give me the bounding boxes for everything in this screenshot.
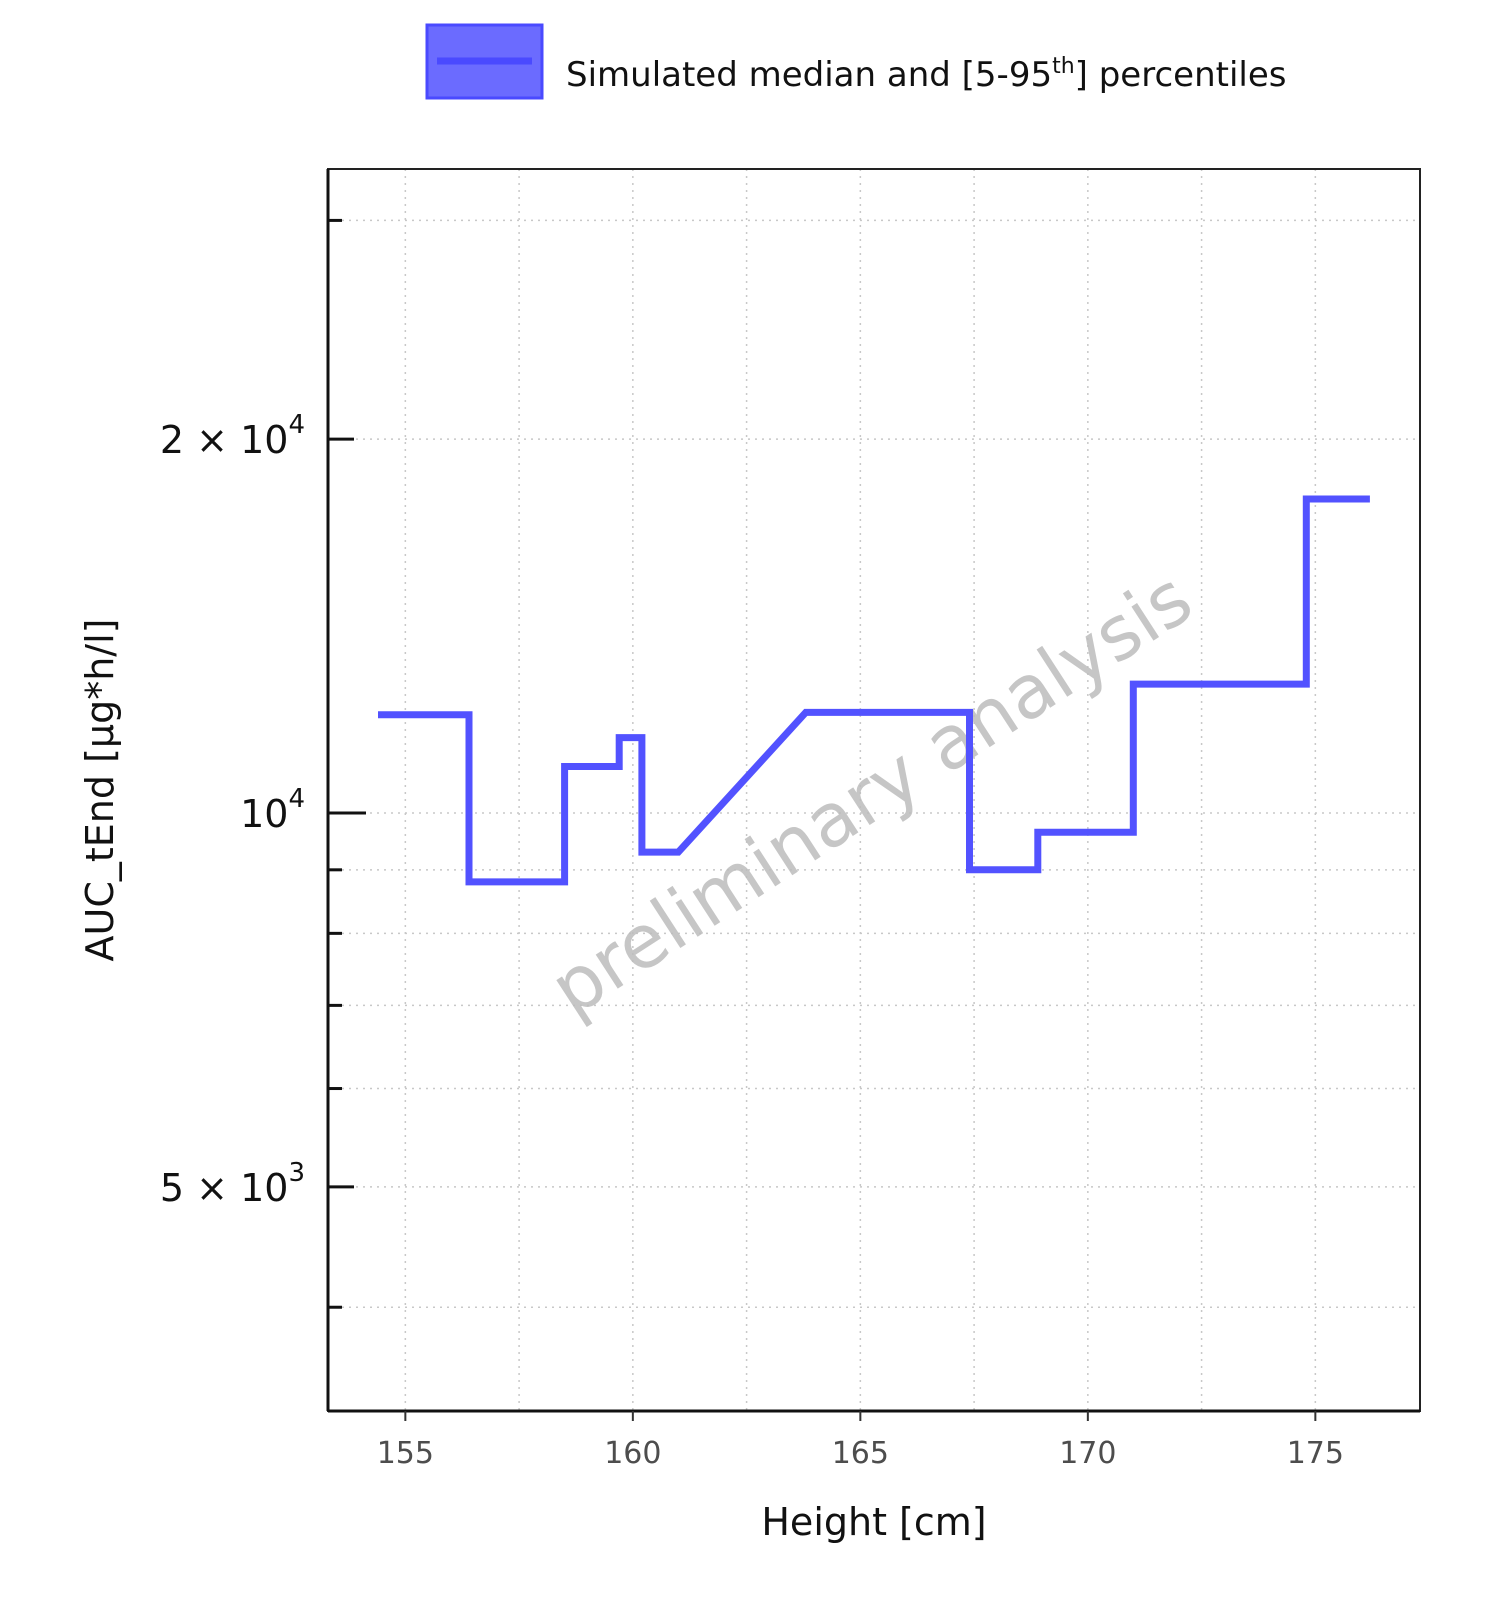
watermark: preliminary analysis [536,555,1207,1033]
y-tick-label-part: × [184,418,240,462]
x-ticks: 155 160 165 170 175 [377,1411,1344,1471]
legend-label-main: Simulated median and [5-95 [566,55,1052,95]
plot-panel: preliminary analysis 155 160 165 170 175 5 ×… [160,168,1421,1471]
series-layer [378,495,1370,886]
x-tick-label: 175 [1287,1436,1344,1471]
y-tick-label-part: 4 [288,784,305,814]
y-tick-label: 2 × 104 [160,410,305,462]
y-tick-label-part: 10 [240,792,288,836]
y-tick-label: 104 [240,784,305,836]
series-line-median [378,495,1370,886]
y-tick-label-part: 10 [240,418,288,462]
y-tick-label-part: 3 [288,1158,305,1188]
x-tick-label: 155 [377,1436,434,1471]
y-tick-label-part: 10 [240,1166,288,1210]
x-tick-label: 160 [604,1436,661,1471]
y-tick-label-part: × [184,1166,240,1210]
legend-label-sup: th [1052,54,1075,79]
x-tick-label: 170 [1059,1436,1116,1471]
y-tick-label-part: 5 [160,1166,184,1210]
grid [328,169,1420,1411]
legend: Simulated median and [5-95th] percentile… [425,23,1286,100]
x-axis-title: Height [cm] [761,1500,986,1544]
y-axis-title: AUC_tEnd [µg*h/l] [78,619,122,962]
legend-label-end: ] percentiles [1075,55,1287,95]
x-tick-label: 165 [832,1436,889,1471]
y-tick-label-part: 4 [288,410,305,440]
y-tick-label-part: 2 [160,418,184,462]
y-tick-label: 5 × 103 [160,1158,305,1210]
legend-label: Simulated median and [5-95th] percentile… [566,54,1286,95]
